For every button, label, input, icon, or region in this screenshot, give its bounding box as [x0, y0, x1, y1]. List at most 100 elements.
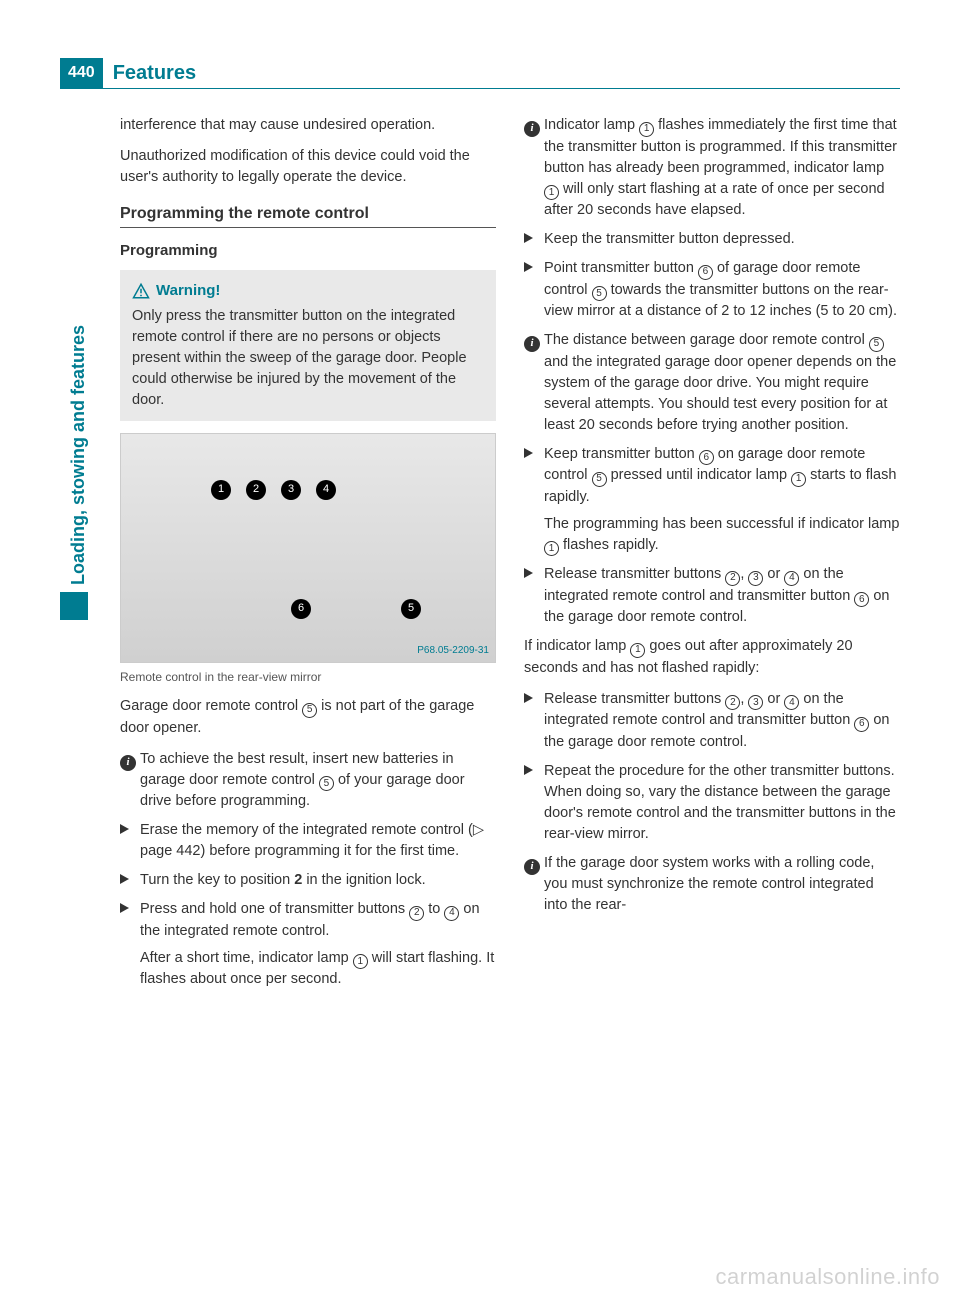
step-arrow-icon [524, 568, 533, 578]
text: or [763, 691, 784, 707]
text: Release transmitter buttons [544, 691, 725, 707]
ref-5-icon: 5 [302, 703, 317, 718]
callout-4: 4 [316, 480, 336, 500]
text: , [740, 566, 748, 582]
callout-2: 2 [246, 480, 266, 500]
text: Press and hold one of transmitter button… [140, 901, 409, 917]
info-body: If the garage door system works with a r… [544, 853, 900, 916]
step-r5: Release transmitter buttons 2, 3 or 4 on… [524, 689, 900, 753]
step-r1: Keep the transmitter button depressed. [524, 229, 900, 250]
text: Point transmitter button [544, 260, 698, 276]
text: to [424, 901, 444, 917]
info-icon: i [524, 336, 540, 352]
watermark: carmanualsonline.info [715, 1264, 940, 1290]
info-item-r3: i If the garage door system works with a… [524, 853, 900, 916]
callout-6: 6 [291, 599, 311, 619]
intro-para-1: interference that may cause undesired op… [120, 115, 496, 136]
step-body: Press and hold one of transmitter button… [140, 899, 496, 990]
header-title: Features [113, 62, 196, 85]
info-item-1: i To achieve the best result, insert new… [120, 749, 496, 813]
ref-3-icon: 3 [748, 695, 763, 710]
step-body: Keep transmitter button 6 on garage door… [544, 444, 900, 557]
text: flashes rapidly. [559, 537, 659, 553]
left-column: interference that may cause undesired op… [120, 115, 496, 1232]
step-r6: Repeat the procedure for the other trans… [524, 761, 900, 845]
step-arrow-icon [524, 765, 533, 775]
text: Release transmitter buttons [544, 566, 725, 582]
text: Erase the memory of the integrated remot… [140, 822, 473, 838]
text: Keep transmitter button [544, 446, 699, 462]
text: Turn the key to position [140, 872, 294, 888]
warning-triangle-icon [132, 282, 150, 300]
diagram-remote-control: 1 2 3 4 5 6 P68.05-2209-31 [120, 433, 496, 663]
step-arrow-icon [524, 448, 533, 458]
text: The distance between garage door remote … [544, 332, 869, 348]
text: in the ignition lock. [302, 872, 425, 888]
text: The programming has been successful if i… [544, 516, 899, 532]
text: If indicator lamp [524, 638, 630, 654]
callout-3: 3 [281, 480, 301, 500]
text: ) before programming it for the first ti… [200, 843, 459, 859]
text: or [763, 566, 784, 582]
text: pressed until indicator lamp [607, 467, 792, 483]
step-body: Repeat the procedure for the other trans… [544, 761, 900, 845]
step-body: Erase the memory of the integrated remot… [140, 820, 496, 862]
text: , [740, 691, 748, 707]
ref-2-icon: 2 [725, 571, 740, 586]
ref-5-icon: 5 [592, 472, 607, 487]
step-body: Keep the transmitter button depressed. [544, 229, 900, 250]
ref-2-icon: 2 [725, 695, 740, 710]
ref-1-icon: 1 [544, 185, 559, 200]
ref-5-icon: 5 [319, 776, 334, 791]
ref-5-icon: 5 [869, 337, 884, 352]
step-arrow-icon [120, 824, 129, 834]
ref-1-icon: 1 [544, 541, 559, 556]
ref-6-icon: 6 [854, 592, 869, 607]
info-icon: i [120, 755, 136, 771]
step-r3: Keep transmitter button 6 on garage door… [524, 444, 900, 557]
ref-1-icon: 1 [630, 643, 645, 658]
sub-heading: Programming [120, 240, 496, 262]
ref-6-icon: 6 [699, 450, 714, 465]
text: will only start flashing at a rate of on… [544, 181, 885, 219]
info-icon: i [524, 859, 540, 875]
section-heading: Programming the remote control [120, 202, 496, 228]
page-number: 440 [60, 58, 103, 88]
warning-box: Warning! Only press the transmitter butt… [120, 270, 496, 421]
side-tab: Loading, stowing and features [60, 200, 90, 620]
ref-4-icon: 4 [444, 906, 459, 921]
info-body: To achieve the best result, insert new b… [140, 749, 496, 813]
text: Indicator lamp [544, 117, 639, 133]
step-arrow-icon [524, 693, 533, 703]
ref-4-icon: 4 [784, 571, 799, 586]
step-2: Turn the key to position 2 in the igniti… [120, 870, 496, 891]
step-arrow-icon [524, 233, 533, 243]
text: After a short time, indicator lamp [140, 950, 353, 966]
info-item-r1: i Indicator lamp 1 flashes immediately t… [524, 115, 900, 221]
side-tab-square [60, 592, 88, 620]
header-rule [60, 88, 900, 89]
text: Garage door remote control [120, 698, 302, 714]
content-columns: interference that may cause undesired op… [120, 115, 900, 1232]
ref-6-icon: 6 [854, 717, 869, 732]
ref-2-icon: 2 [409, 906, 424, 921]
text: page 442 [140, 843, 200, 859]
side-tab-text: Loading, stowing and features [68, 225, 89, 585]
para-r1: If indicator lamp 1 goes out after appro… [524, 636, 900, 679]
step-1: Erase the memory of the integrated remot… [120, 820, 496, 862]
step-r2: Point transmitter button 6 of garage doo… [524, 258, 900, 322]
callout-5: 5 [401, 599, 421, 619]
warning-label: Warning! [156, 280, 220, 302]
text: and the integrated garage door opener de… [544, 354, 896, 433]
ref-1-icon: 1 [353, 954, 368, 969]
ref-1-icon: 1 [639, 122, 654, 137]
page: 440 Features Loading, stowing and featur… [0, 0, 960, 1302]
step-body: Release transmitter buttons 2, 3 or 4 on… [544, 689, 900, 753]
step-body: Turn the key to position 2 in the igniti… [140, 870, 496, 891]
ref-5-icon: 5 [592, 286, 607, 301]
right-column: i Indicator lamp 1 flashes immediately t… [524, 115, 900, 1232]
diagram-caption: Remote control in the rear-view mirror [120, 669, 496, 686]
para-after-diagram: Garage door remote control 5 is not part… [120, 696, 496, 739]
intro-para-2: Unauthorized modification of this device… [120, 146, 496, 188]
step-arrow-icon [120, 874, 129, 884]
